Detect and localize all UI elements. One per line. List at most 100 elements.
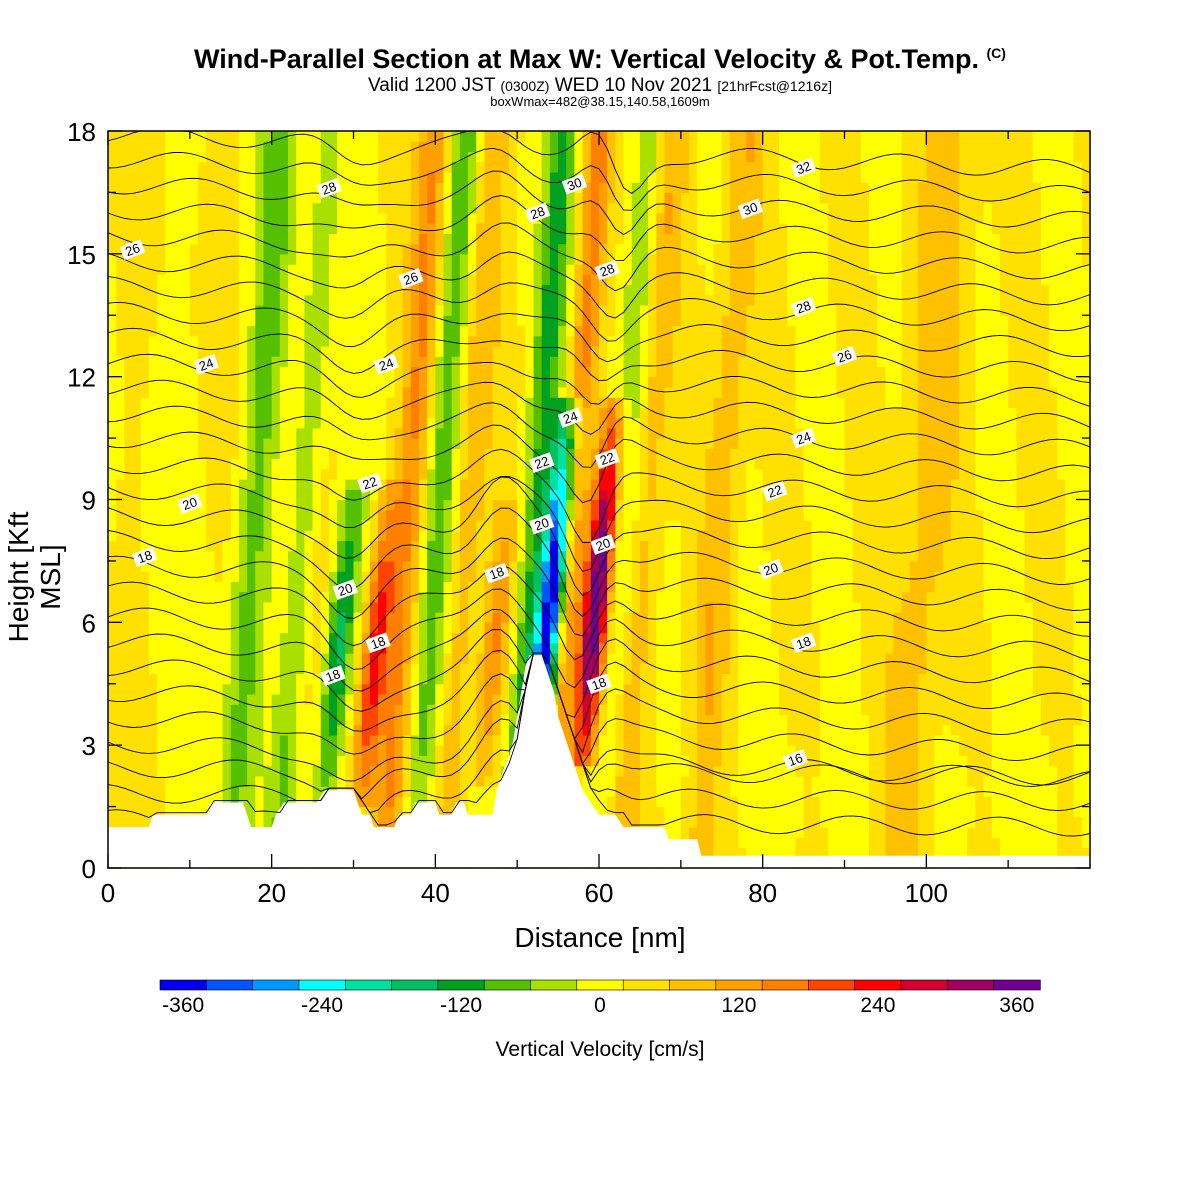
velocity-cell	[328, 693, 338, 705]
velocity-cell	[386, 182, 396, 194]
velocity-cell	[500, 325, 510, 337]
velocity-cell	[173, 141, 183, 153]
velocity-cell	[410, 212, 420, 224]
velocity-cell	[132, 386, 142, 398]
velocity-cell	[468, 427, 477, 439]
velocity-cell	[288, 786, 297, 797]
velocity-cell	[361, 171, 371, 183]
velocity-cell	[181, 335, 191, 347]
velocity-cell	[533, 550, 543, 562]
velocity-cell	[484, 397, 494, 408]
velocity-cell	[549, 632, 559, 644]
velocity-cell	[582, 151, 592, 163]
velocity-cell	[664, 386, 674, 398]
velocity-cell	[492, 745, 502, 757]
velocity-cell	[320, 427, 330, 439]
velocity-cell	[508, 294, 518, 306]
velocity-cell	[222, 765, 232, 777]
velocity-cell	[157, 745, 166, 757]
velocity-cell	[574, 294, 584, 306]
velocity-cell	[631, 775, 641, 787]
velocity-cell	[108, 612, 117, 623]
velocity-cell	[148, 693, 158, 705]
velocity-cell	[124, 479, 134, 490]
velocity-cell	[198, 806, 207, 818]
velocity-cell	[443, 786, 453, 797]
velocity-cell	[402, 775, 412, 787]
velocity-cell	[631, 386, 641, 398]
velocity-cell	[451, 673, 461, 685]
velocity-cell	[451, 632, 461, 644]
velocity-cell	[108, 151, 117, 163]
velocity-cell	[214, 530, 224, 542]
velocity-cell	[639, 366, 649, 378]
velocity-cell	[132, 489, 142, 501]
velocity-cell	[271, 581, 281, 593]
velocity-cell	[517, 509, 526, 521]
velocity-cell	[157, 131, 166, 142]
velocity-cell	[648, 489, 657, 501]
velocity-cell	[615, 540, 625, 552]
velocity-cell	[263, 622, 273, 634]
velocity-cell	[451, 366, 461, 378]
velocity-cell	[288, 601, 297, 613]
velocity-cell	[410, 315, 420, 327]
velocity-cell	[132, 509, 142, 521]
velocity-cell	[181, 796, 191, 808]
velocity-cell	[296, 673, 305, 685]
velocity-cell	[378, 550, 387, 562]
velocity-cell	[263, 448, 273, 460]
velocity-cell	[157, 315, 166, 327]
velocity-cell	[337, 499, 346, 511]
velocity-cell	[288, 519, 297, 531]
velocity-cell	[124, 141, 134, 153]
velocity-cell	[345, 489, 355, 501]
velocity-cell	[443, 591, 453, 603]
velocity-cell	[386, 315, 396, 327]
velocity-cell	[247, 632, 256, 644]
velocity-cell	[148, 192, 158, 204]
velocity-cell	[418, 171, 428, 183]
velocity-cell	[451, 775, 461, 787]
velocity-cell	[320, 489, 330, 501]
velocity-cell	[108, 141, 117, 153]
velocity-cell	[386, 438, 396, 449]
velocity-cell	[263, 243, 273, 255]
velocity-cell	[157, 386, 166, 398]
velocity-cell	[623, 540, 633, 552]
velocity-cell	[328, 366, 338, 378]
velocity-cell	[582, 622, 592, 634]
velocity-cell	[410, 601, 420, 613]
velocity-cell	[198, 417, 207, 429]
velocity-cell	[312, 509, 322, 521]
velocity-cell	[165, 591, 175, 603]
velocity-cell	[394, 305, 404, 316]
velocity-cell	[386, 816, 396, 828]
velocity-cell	[607, 407, 616, 419]
velocity-cell	[402, 315, 412, 327]
velocity-cell	[656, 284, 666, 296]
velocity-cell	[353, 612, 363, 623]
velocity-cell	[312, 796, 322, 808]
velocity-cell	[648, 305, 657, 316]
velocity-cell	[247, 499, 256, 511]
velocity-cell	[582, 489, 592, 501]
velocity-cell	[288, 622, 297, 634]
velocity-cell	[451, 243, 461, 255]
velocity-cell	[623, 550, 633, 562]
velocity-cell	[148, 704, 158, 716]
velocity-cell	[361, 560, 371, 572]
velocity-cell	[648, 223, 657, 234]
velocity-cell	[255, 560, 265, 572]
velocity-cell	[165, 806, 175, 818]
velocity-cell	[255, 540, 265, 552]
velocity-cell	[378, 489, 387, 501]
velocity-cell	[157, 264, 166, 275]
velocity-cell	[238, 315, 248, 327]
velocity-cell	[394, 734, 404, 746]
velocity-cell	[263, 663, 273, 675]
velocity-cell	[255, 653, 265, 664]
velocity-cell	[517, 386, 526, 398]
velocity-cell	[157, 509, 166, 521]
velocity-cell	[288, 581, 297, 593]
